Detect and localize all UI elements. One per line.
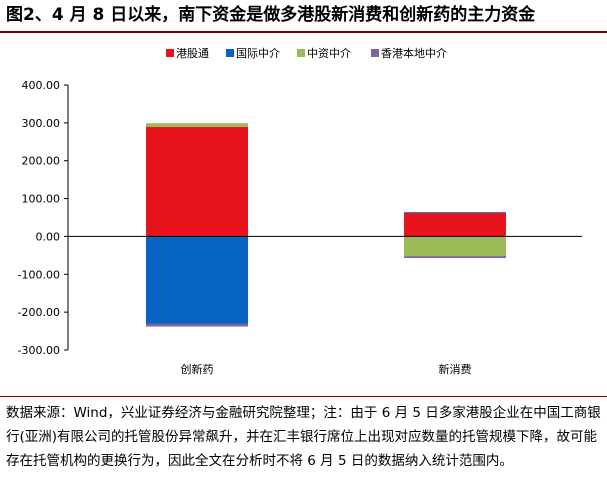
figure-title: 图2、4 月 8 日以来，南下资金是做多港股新消费和创新药的主力资金 [6,5,536,25]
bar-segment [146,123,248,128]
y-tick-label: 300.00 [22,117,61,130]
y-axis: 400.00 300.00 200.00 100.00 0.00 -100.00 -200.… [18,79,69,357]
bar-segment [404,256,506,259]
bar-segment [404,212,506,237]
source-divider [0,396,607,397]
bar-segment [404,236,506,257]
bar-segment [404,212,506,213]
stacked-bar-chart: 港股通 国际中介 中资中介 香港本地中介 400.00 300.00 200.00 100.… [18,46,582,376]
bar-segment [146,323,248,327]
legend-swatch [226,49,234,57]
x-category-label: 创新药 [181,362,214,376]
y-tick-label: 100.00 [22,193,61,206]
x-category-label: 新消费 [439,362,472,376]
legend-label: 中资中介 [307,47,351,60]
title-divider [0,31,607,33]
legend-swatch [371,49,379,57]
chart-legend: 港股通 国际中介 中资中介 香港本地中介 [166,46,447,60]
y-tick-label: -300.00 [18,344,60,357]
bar-segment [146,127,248,237]
y-tick-label: 400.00 [22,79,61,92]
legend-label: 国际中介 [236,47,280,60]
y-tick-label: -100.00 [18,268,60,281]
legend-swatch [297,49,305,57]
legend-label: 香港本地中介 [381,46,447,60]
y-tick-label: 200.00 [22,155,61,168]
y-tick-label: 0.00 [36,230,61,243]
bar-group [146,123,506,327]
legend-swatch [166,49,174,57]
bar-segment [146,236,248,324]
x-axis: 创新药 新消费 [68,235,582,376]
source-note: 数据来源：Wind，兴业证券经济与金融研究院整理；注：由于 6 月 5 日多家港… [6,405,601,469]
legend-label: 港股通 [176,47,209,60]
y-tick-label: -200.00 [18,306,60,319]
